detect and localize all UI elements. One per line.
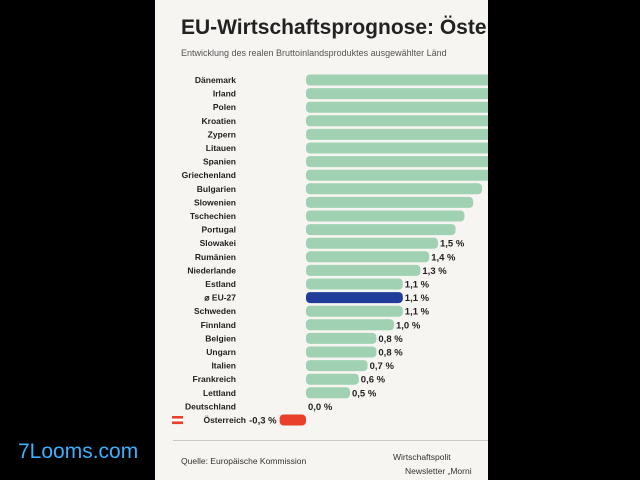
bar-spanien bbox=[306, 156, 488, 168]
bar-chart: Dänemark Irland Polen Kroatien Zypern Litauen… bbox=[172, 74, 488, 427]
chart-card: EU-Wirtschaftsprognose: Österr Entwicklu… bbox=[155, 0, 488, 480]
category-label-portugal: Portugal bbox=[202, 225, 236, 235]
bar-zypern bbox=[306, 128, 488, 140]
divider bbox=[173, 440, 488, 441]
bar-niederlande bbox=[306, 264, 421, 276]
category-label-österreich: Österreich bbox=[203, 415, 246, 425]
bar-ungarn bbox=[306, 346, 377, 358]
category-label-kroatien: Kroatien bbox=[202, 116, 236, 126]
value-label-schweden: 1,1 % bbox=[405, 307, 430, 318]
bar-griechenland bbox=[306, 169, 488, 181]
bar-rumänien bbox=[306, 251, 430, 263]
value-label-eu-27: 1,1 % bbox=[405, 293, 430, 304]
value-label-slowakei: 1,5 % bbox=[440, 239, 465, 250]
bar-italien bbox=[306, 360, 368, 372]
category-label-schweden: Schweden bbox=[194, 306, 236, 316]
value-label-rumänien: 1,4 % bbox=[431, 252, 456, 263]
category-label-litauen: Litauen bbox=[206, 143, 236, 153]
category-label-irland: Irland bbox=[213, 89, 236, 99]
credit-line-1: Wirtschaftspolit bbox=[393, 452, 451, 462]
category-label-frankreich: Frankreich bbox=[193, 374, 236, 384]
bar-kroatien bbox=[306, 115, 488, 127]
category-label-tschechien: Tschechien bbox=[190, 211, 236, 221]
value-label-österreich: -0,3 % bbox=[249, 416, 277, 427]
category-label-eu-27: ⌀ EU-27 bbox=[204, 293, 236, 303]
category-label-niederlande: Niederlande bbox=[187, 265, 236, 275]
value-label-estland: 1,1 % bbox=[405, 280, 430, 291]
category-label-zypern: Zypern bbox=[208, 129, 236, 139]
watermark: 7Looms.com bbox=[18, 440, 139, 463]
bar-litauen bbox=[306, 142, 488, 154]
value-label-belgien: 0,8 % bbox=[378, 334, 403, 345]
category-label-ungarn: Ungarn bbox=[206, 347, 236, 357]
value-label-ungarn: 0,8 % bbox=[378, 348, 403, 359]
category-label-dänemark: Dänemark bbox=[195, 75, 236, 85]
category-label-lettland: Lettland bbox=[203, 388, 236, 398]
value-label-italien: 0,7 % bbox=[370, 361, 395, 372]
source-note: Quelle: Europäische Kommission bbox=[181, 456, 307, 466]
category-label-griechenland: Griechenland bbox=[182, 170, 236, 180]
value-label-lettland: 0,5 % bbox=[352, 388, 377, 399]
bar-österreich bbox=[279, 414, 306, 426]
bar-frankreich bbox=[306, 373, 359, 385]
value-label-niederlande: 1,3 % bbox=[422, 266, 447, 277]
bar-belgien bbox=[306, 332, 377, 344]
bar-irland bbox=[306, 88, 488, 100]
bar-lettland bbox=[306, 387, 350, 399]
bar-polen bbox=[306, 101, 488, 113]
category-label-spanien: Spanien bbox=[203, 157, 236, 167]
bar-slowakei bbox=[306, 237, 438, 249]
credit-line-2: Newsletter „Morni bbox=[405, 466, 472, 476]
value-label-deutschland: 0,0 % bbox=[308, 402, 333, 413]
chart-subtitle: Entwicklung des realen Bruttoinlandsprod… bbox=[181, 48, 447, 58]
bar-eu-27 bbox=[306, 292, 403, 304]
bar-schweden bbox=[306, 305, 403, 317]
chart-title: EU-Wirtschaftsprognose: Österr bbox=[181, 16, 488, 39]
category-label-belgien: Belgien bbox=[205, 333, 236, 343]
category-label-bulgarien: Bulgarien bbox=[197, 184, 236, 194]
category-label-slowakei: Slowakei bbox=[200, 238, 236, 248]
category-label-polen: Polen bbox=[213, 102, 236, 112]
bar-dänemark bbox=[306, 74, 488, 86]
bar-estland bbox=[306, 278, 403, 290]
bar-tschechien bbox=[306, 210, 465, 222]
bar-finnland bbox=[306, 319, 394, 331]
category-label-italien: Italien bbox=[211, 361, 236, 371]
category-label-deutschland: Deutschland bbox=[185, 401, 236, 411]
category-label-estland: Estland bbox=[205, 279, 236, 289]
category-label-rumänien: Rumänien bbox=[195, 252, 236, 262]
bar-portugal bbox=[306, 224, 456, 236]
category-label-slowenien: Slowenien bbox=[194, 197, 236, 207]
value-label-frankreich: 0,6 % bbox=[361, 375, 386, 386]
bar-slowenien bbox=[306, 196, 474, 208]
bar-bulgarien bbox=[306, 183, 482, 195]
value-label-finnland: 1,0 % bbox=[396, 320, 421, 331]
category-label-finnland: Finnland bbox=[201, 320, 236, 330]
austria-flag-icon bbox=[172, 416, 183, 425]
